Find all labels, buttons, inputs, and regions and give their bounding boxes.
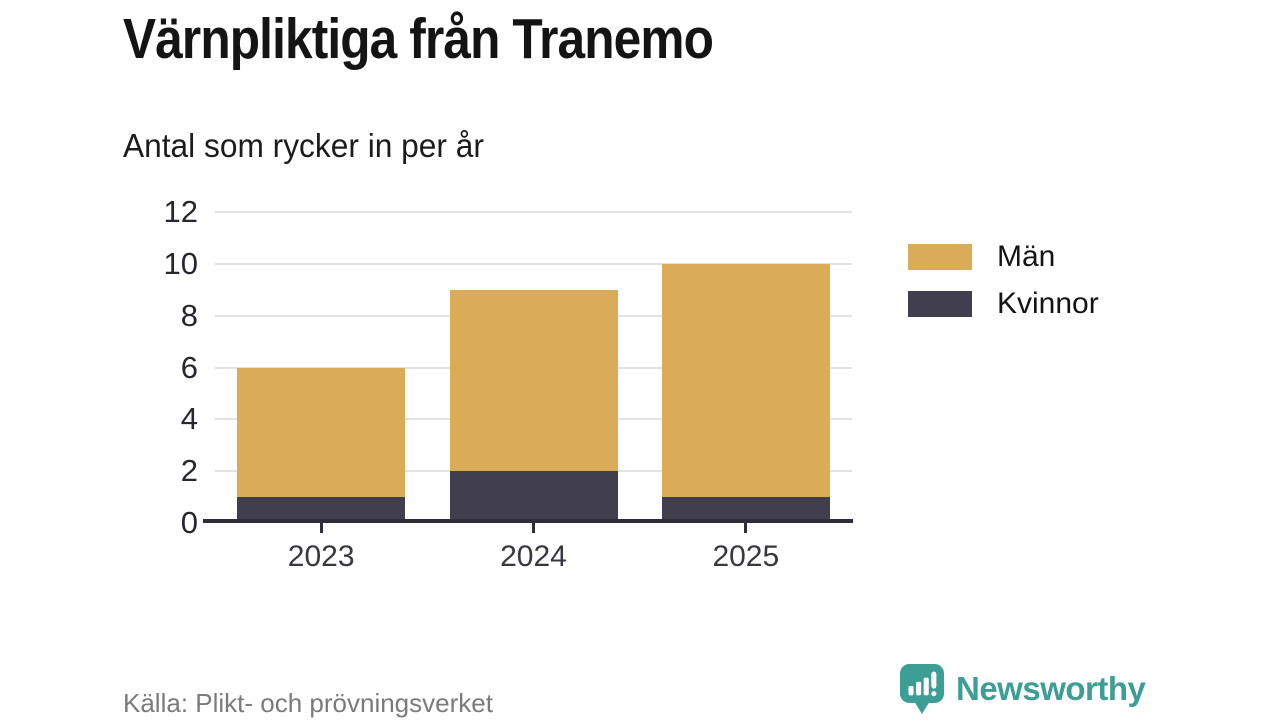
plot-area	[215, 211, 852, 523]
y-axis-label: 6	[180, 349, 198, 385]
x-axis-label: 2023	[287, 540, 355, 573]
legend-label: Kvinnor	[997, 287, 1099, 320]
legend-label: Män	[997, 240, 1056, 273]
y-axis-label: 10	[163, 245, 198, 281]
x-axis-tick	[532, 523, 535, 533]
bar-segment-man	[450, 289, 618, 472]
bar-segment-kvinnor	[662, 497, 830, 523]
y-axis-label: 8	[180, 297, 198, 333]
bar-segment-kvinnor	[450, 471, 618, 523]
x-axis-label: 2024	[500, 540, 567, 573]
brand-logo: Newsworthy	[900, 664, 1146, 714]
y-axis-label: 12	[163, 194, 198, 229]
newsworthy-icon	[900, 664, 944, 714]
legend-item: Kvinnor	[908, 287, 1099, 320]
x-axis-line	[203, 519, 853, 523]
gridline	[215, 211, 852, 213]
x-axis-label: 2025	[712, 540, 780, 573]
gridline	[215, 262, 852, 265]
legend-item: Män	[908, 240, 1099, 273]
legend: Män Kvinnor	[908, 240, 1099, 338]
chart-subtitle: Antal som rycker in per år	[123, 127, 484, 164]
brand-name: Newsworthy	[956, 670, 1146, 707]
x-axis-tick	[744, 523, 748, 533]
source-note: Källa: Plikt- och prövningsverket	[123, 688, 493, 718]
bar-segment-kvinnor	[237, 497, 405, 523]
x-axis: 2023 2024 2025	[215, 540, 852, 580]
y-axis-label: 2	[180, 453, 198, 489]
bar-segment-man	[237, 367, 405, 498]
y-axis-label: 0	[180, 505, 198, 540]
legend-swatch-kvinnor	[908, 291, 972, 317]
x-axis-tick	[319, 523, 323, 533]
chart-title: Värnpliktiga från Tranemo	[123, 7, 714, 71]
bar-segment-man	[662, 263, 830, 498]
legend-swatch-man	[908, 244, 972, 270]
y-axis: 0 2 4 6 8 10 12	[100, 196, 198, 538]
y-axis-label: 4	[180, 401, 198, 437]
